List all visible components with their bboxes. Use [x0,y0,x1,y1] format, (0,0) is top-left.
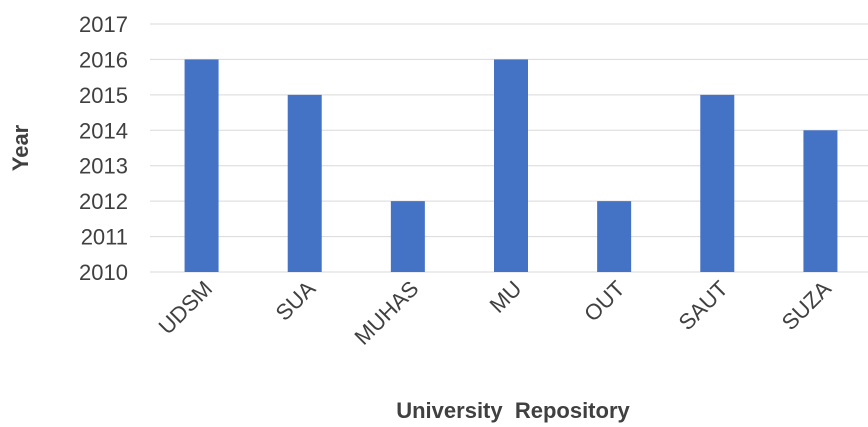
bars [184,59,838,272]
x-tick-label: SUZA [777,276,836,335]
bar-sua [287,94,322,272]
y-tick-label: 2015 [79,83,128,108]
x-axis-title: University Repository [396,398,630,423]
x-tick-label: SAUT [674,276,733,335]
x-tick-label: OUT [579,276,630,327]
y-axis-ticks: 2010 2011 2012 2013 2014 2015 2016 2017 [79,12,128,285]
bar-mu [494,59,528,272]
y-tick-label: 2013 [79,154,128,179]
x-tick-label: SUA [271,276,321,326]
bar-udsm [184,59,219,272]
x-axis-ticks: UDSM SUA MUHAS MU OUT SAUT SUZA [154,276,837,350]
y-tick-label: 2011 [81,225,128,250]
y-tick-label: 2010 [79,260,128,285]
y-tick-label: 2017 [79,12,128,37]
x-tick-label: MUHAS [350,276,424,350]
bar-saut [700,94,735,272]
bar-muhas [390,201,425,272]
y-tick-label: 2012 [79,189,128,214]
y-axis-title: Year [8,124,33,171]
bar-suza [803,130,838,272]
y-tick-label: 2016 [79,47,128,72]
y-tick-label: 2014 [79,118,128,143]
x-tick-label: MU [485,276,527,318]
bar-out [597,201,632,272]
x-tick-label: UDSM [154,276,217,339]
